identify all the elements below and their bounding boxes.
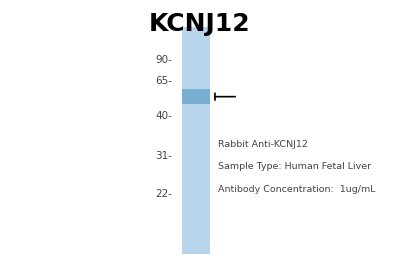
Text: 65-: 65- — [155, 76, 172, 87]
Text: Sample Type: Human Fetal Liver: Sample Type: Human Fetal Liver — [218, 162, 371, 171]
Text: KCNJ12: KCNJ12 — [149, 12, 251, 36]
Text: 90-: 90- — [155, 55, 172, 65]
Text: 40-: 40- — [155, 111, 172, 121]
Text: Rabbit Anti-KCNJ12: Rabbit Anti-KCNJ12 — [218, 140, 308, 149]
Text: 22-: 22- — [155, 189, 172, 199]
Text: Antibody Concentration:  1ug/mL: Antibody Concentration: 1ug/mL — [218, 185, 376, 194]
Text: 31-: 31- — [155, 151, 172, 161]
Bar — [182, 27, 210, 254]
Bar — [182, 89, 210, 104]
